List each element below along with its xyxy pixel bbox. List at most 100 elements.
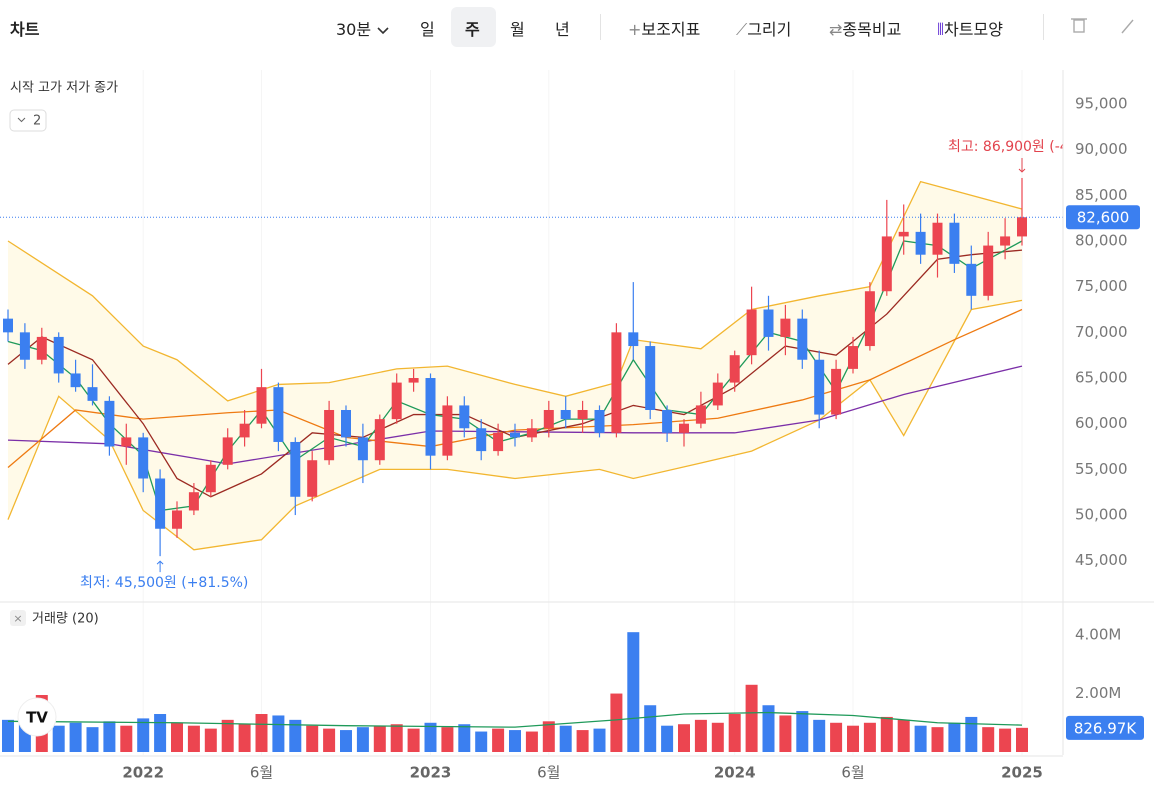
- tool[interactable]: ⟋그리기: [736, 20, 792, 39]
- collapse-count: 2: [33, 114, 41, 129]
- candle-body: [560, 409, 571, 420]
- y-tick-label: 55,000: [1075, 460, 1128, 478]
- candle-body: [324, 409, 335, 461]
- volume-bar: [272, 715, 285, 752]
- candle-body: [476, 428, 487, 452]
- candle-body: [848, 346, 858, 369]
- volume-bar: [306, 725, 319, 752]
- candle-body: [256, 387, 267, 424]
- period-button[interactable]: 주: [465, 20, 480, 39]
- volume-bar: [897, 719, 910, 752]
- max-arrow: [1018, 157, 1026, 173]
- volume-bar: [323, 728, 336, 752]
- expand-icon[interactable]: [1121, 19, 1134, 34]
- candle-body: [155, 478, 166, 529]
- volume-bar: [931, 727, 944, 752]
- volume-bar: [407, 728, 420, 752]
- y-tick-label: 80,000: [1075, 231, 1128, 249]
- y-tick-label: 65,000: [1075, 369, 1128, 387]
- divider: [1043, 14, 1044, 40]
- indicator-line: [7, 308, 1023, 469]
- volume-bar: [576, 730, 589, 752]
- tool-label: 차트모양: [944, 20, 1003, 39]
- interval-select[interactable]: 30분: [336, 16, 390, 40]
- candle-body: [966, 263, 977, 296]
- volume-bar: [847, 725, 859, 752]
- candle-body: [577, 409, 588, 420]
- period-button[interactable]: 년: [555, 20, 570, 39]
- volume-bar: [441, 727, 454, 752]
- tool[interactable]: ⇄종목비교: [829, 20, 902, 39]
- volume-bar: [525, 731, 538, 752]
- volume-bar: [542, 721, 555, 752]
- x-tick-label: 6월: [250, 764, 273, 782]
- volume-bar: [424, 722, 437, 752]
- period-button[interactable]: 월: [510, 20, 525, 39]
- period-button[interactable]: 일: [420, 20, 435, 39]
- volume-bar: [103, 721, 116, 752]
- candle-body: [712, 382, 723, 406]
- volume-bar: [356, 727, 369, 752]
- x-tick-label: 6월: [841, 764, 864, 782]
- candle-body: [1000, 236, 1011, 246]
- candle-body: [53, 336, 64, 374]
- candle-body: [679, 423, 689, 433]
- candle-body: [357, 437, 368, 461]
- candle-body: [526, 428, 537, 438]
- candle-body: [611, 332, 622, 433]
- candle-body: [273, 387, 284, 442]
- volume-bar: [255, 714, 268, 752]
- close-button[interactable]: [10, 610, 26, 626]
- volume-bar: [340, 730, 352, 752]
- tool[interactable]: +보조지표: [628, 20, 701, 39]
- collapse-button[interactable]: [9, 109, 47, 132]
- candle-body: [138, 437, 149, 479]
- close-icon: ×: [13, 612, 22, 625]
- candle-body: [662, 409, 673, 433]
- volume-bar: [289, 719, 302, 752]
- tool-label: 보조지표: [641, 20, 701, 39]
- volume-bar: [390, 724, 403, 752]
- volume-bar: [863, 722, 876, 752]
- indicator-line: [7, 711, 1023, 728]
- candle-body: [915, 231, 926, 255]
- volume-bar: [559, 725, 572, 752]
- volume-tag: [1066, 715, 1144, 740]
- volume-bar: [982, 727, 995, 752]
- candle-body: [290, 441, 301, 497]
- trash-icon[interactable]: [1071, 18, 1087, 33]
- volume-bar: [593, 728, 606, 752]
- candle-body: [881, 236, 892, 292]
- volume-bar: [69, 722, 82, 752]
- volume-bar: [779, 715, 792, 752]
- candle-body: [307, 460, 318, 497]
- candle-body: [222, 437, 233, 465]
- candle-body: [70, 373, 81, 388]
- tool[interactable]: ⦀차트모양: [937, 20, 1003, 39]
- candle-body: [628, 332, 639, 347]
- volume-bar: [86, 727, 99, 752]
- y-tick-label: 60,000: [1075, 414, 1128, 432]
- price-tag: [1066, 205, 1140, 230]
- candle-body: [19, 332, 30, 360]
- volume-bar: [999, 728, 1012, 752]
- y-tick-label: 90,000: [1075, 140, 1128, 158]
- volume-bar: [661, 725, 674, 752]
- candle-body: [983, 245, 994, 296]
- x-tick-label: 2024: [714, 764, 756, 782]
- svg-text:TV: TV: [26, 709, 48, 727]
- x-tick-label: 2023: [410, 764, 452, 782]
- min-arrow: [156, 560, 164, 573]
- divider: [600, 14, 601, 40]
- y-tick-label: 85,000: [1075, 186, 1128, 204]
- candle-body: [374, 419, 385, 461]
- volume-legend: 거래량 (20): [32, 612, 99, 627]
- volume-bar: [171, 722, 183, 752]
- volume-bar: [644, 705, 657, 752]
- volume-bar: [762, 705, 775, 752]
- volume-bar: [492, 728, 505, 752]
- candle-body: [493, 432, 504, 452]
- x-tick-label: 2022: [122, 764, 164, 782]
- max-annotation: 최고: 86,900원 (-4.9%): [948, 139, 1101, 155]
